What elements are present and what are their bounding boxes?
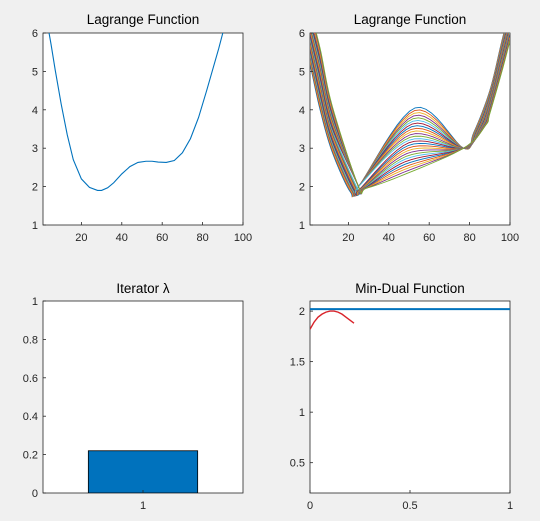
- y-tick-label: 6: [32, 28, 38, 40]
- x-tick-label: 40: [383, 232, 395, 244]
- plot-area: [42, 32, 244, 226]
- y-tick-label: 0.4: [23, 411, 38, 423]
- plot-marks: [310, 33, 510, 198]
- iterator-bar: [87, 450, 199, 493]
- axes-iterator: Iterator λ 0 0.2 0.4 0.6 0.8 1 1: [23, 281, 244, 512]
- y-tick-label: 1: [32, 296, 38, 308]
- axes-lagrange-single: Lagrange Function 1 2 3 4 5 6 20 40 60 80 100: [32, 12, 252, 244]
- plot-marks: [310, 308, 510, 330]
- y-tick-label: 0.6: [23, 373, 38, 385]
- y-tick-label: 1: [299, 220, 305, 232]
- axes-min-dual: Min-Dual Function 0.5 1 1.5 2 0 0.5 1: [290, 281, 513, 512]
- x-tick-label: 1: [140, 500, 146, 512]
- y-tick-label: 5: [299, 66, 305, 78]
- lagrange-curve: [48, 33, 224, 191]
- y-tick-label: 2: [299, 182, 305, 194]
- chart-title: Min-Dual Function: [355, 281, 465, 296]
- y-tick-label: 1: [299, 407, 305, 419]
- x-tick-label: 100: [234, 232, 252, 244]
- y-tick-label: 0.8: [23, 334, 38, 346]
- x-tick-label: 80: [196, 232, 208, 244]
- plot-marks: [87, 450, 199, 493]
- y-tick-label: 2: [299, 306, 305, 318]
- lagrange-family-curve: [315, 33, 510, 195]
- y-tick-label: 0.5: [290, 458, 305, 470]
- x-tick-label: 40: [116, 232, 128, 244]
- chart-title: Iterator λ: [116, 281, 170, 296]
- x-tick-label: 0: [307, 500, 313, 512]
- y-tick-label: 2: [32, 182, 38, 194]
- chart-title: Lagrange Function: [354, 12, 467, 27]
- y-tick-label: 0: [32, 488, 38, 500]
- chart-title: Lagrange Function: [87, 12, 200, 27]
- x-tick-label: 100: [501, 232, 519, 244]
- y-tick-label: 3: [299, 143, 305, 155]
- y-tick-label: 0.2: [23, 450, 38, 462]
- x-tick-label: 1: [507, 500, 513, 512]
- x-tick-label: 20: [75, 232, 87, 244]
- y-tick-label: 4: [32, 105, 38, 117]
- plot-marks: [48, 33, 224, 191]
- x-tick-label: 60: [423, 232, 435, 244]
- x-tick-label: 0.5: [402, 500, 417, 512]
- y-tick-label: 1: [32, 220, 38, 232]
- y-tick-label: 1.5: [290, 357, 305, 369]
- x-tick-label: 60: [156, 232, 168, 244]
- y-tick-label: 3: [32, 143, 38, 155]
- dual-curve: [310, 310, 355, 330]
- y-tick-label: 5: [32, 66, 38, 78]
- axes-lagrange-family: Lagrange Function 1 2 3 4 5 6 20 40 60 80 100: [299, 12, 519, 244]
- y-tick-label: 4: [299, 105, 305, 117]
- x-tick-label: 20: [342, 232, 354, 244]
- plot-area: [309, 300, 511, 494]
- x-tick-label: 80: [463, 232, 475, 244]
- y-tick-label: 6: [299, 28, 305, 40]
